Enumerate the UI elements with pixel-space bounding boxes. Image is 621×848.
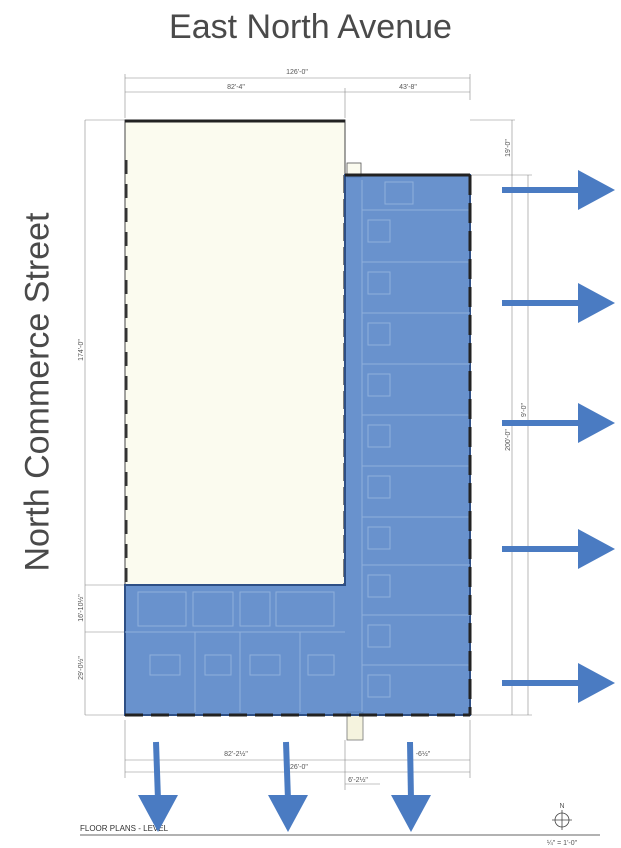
dim-left-height: 174'-0" xyxy=(78,339,85,361)
dim-right-bay: 43'-8" xyxy=(399,84,417,91)
arrow-right-icon xyxy=(502,403,615,443)
open-courtyard-area xyxy=(124,119,346,586)
dim-bottom-small: 6'-2½" xyxy=(348,776,368,784)
side-dimensions: 174'-0" 16'-10½" 29'-0½" 19'-0" 200'-0" … xyxy=(77,119,532,716)
scale-label: ¼" = 1'-0" xyxy=(547,840,578,847)
view-arrows-east xyxy=(502,170,615,703)
dim-bottom-overall: 126'-0" xyxy=(286,764,308,771)
arrow-right-icon xyxy=(502,283,615,323)
dim-bottom-right: -6½" xyxy=(416,750,431,758)
arrow-down-icon xyxy=(138,741,178,832)
arrow-right-icon xyxy=(502,529,615,569)
building-outline xyxy=(124,119,364,741)
view-arrows-south xyxy=(138,741,431,832)
plan-caption: FLOOR PLANS - LEVEL xyxy=(80,824,169,833)
dim-overall-width: 126'-0" xyxy=(286,69,308,76)
highlight-zones xyxy=(124,173,472,717)
arrow-right-icon xyxy=(502,170,615,210)
dim-right-height: 200'-0" xyxy=(505,429,512,451)
arrow-down-icon xyxy=(391,741,431,832)
dim-lower-upper: 16'-10½" xyxy=(77,594,85,622)
bottom-dimensions: 82'-2½" -6½" 126'-0" 6'-2½" xyxy=(124,720,471,790)
arrow-down-icon xyxy=(268,741,308,832)
dim-top-offset: 19'-0" xyxy=(505,139,512,157)
dim-right-inner: 9'-0" xyxy=(521,403,528,417)
arrow-right-icon xyxy=(502,663,615,703)
top-dimensions: 126'-0" 82'-4" 43'-8" xyxy=(124,69,471,118)
dim-lower-lower: 29'-0½" xyxy=(77,656,85,680)
dim-left-bay: 82'-4" xyxy=(227,84,245,91)
street-label-top: East North Avenue xyxy=(169,8,452,46)
dim-bottom-left: 82'-2½" xyxy=(224,750,248,758)
north-arrow-icon: N xyxy=(552,803,572,830)
svg-text:N: N xyxy=(559,803,564,810)
